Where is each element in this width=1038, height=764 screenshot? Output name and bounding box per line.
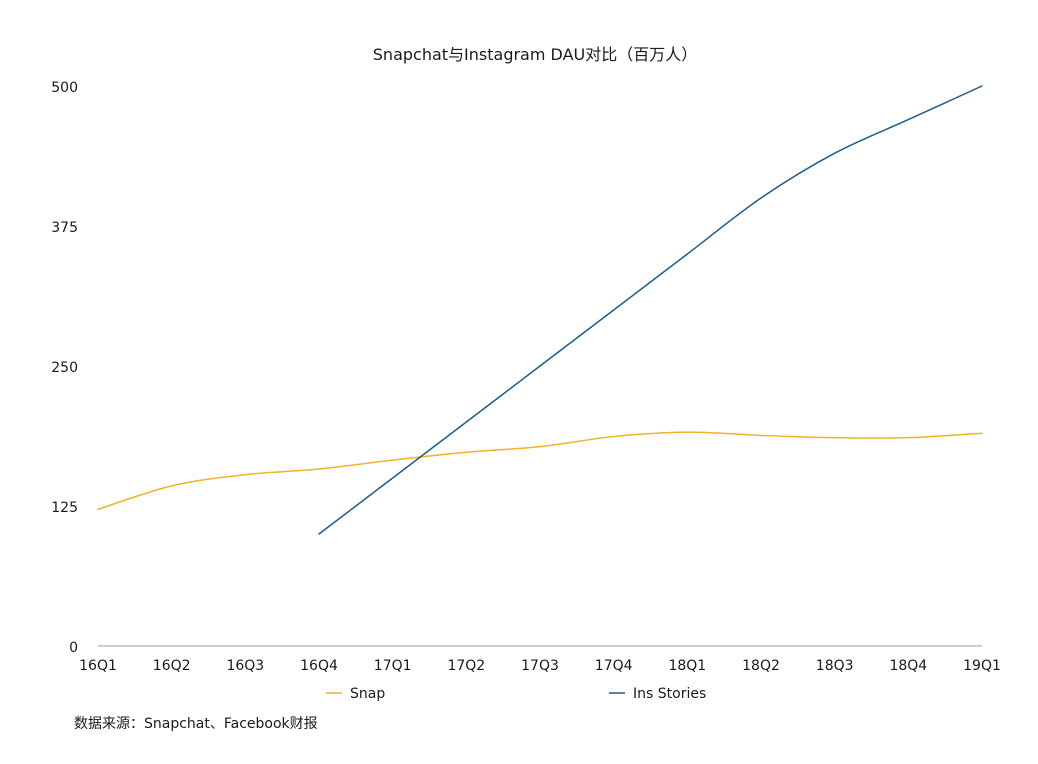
x-tick-label: 17Q3 — [521, 658, 559, 674]
legend-label-snap: Snap — [350, 686, 385, 702]
x-tick-label: 16Q4 — [300, 658, 338, 674]
x-axis-tick-labels: 16Q1 16Q2 16Q3 16Q4 17Q1 17Q2 17Q3 17Q4 … — [79, 658, 1001, 674]
x-tick-label: 18Q1 — [668, 658, 706, 674]
x-tick-label: 18Q4 — [889, 658, 927, 674]
y-tick-label: 500 — [51, 80, 78, 96]
series-line-snap — [97, 431, 983, 511]
y-tick-label: 0 — [69, 640, 78, 656]
x-tick-label: 16Q2 — [153, 658, 191, 674]
x-tick-label: 19Q1 — [963, 658, 1001, 674]
y-tick-label: 125 — [51, 500, 78, 516]
x-tick-label: 17Q1 — [374, 658, 412, 674]
chart-title: Snapchat与Instagram DAU对比（百万人） — [373, 45, 697, 64]
x-tick-label: 18Q3 — [816, 658, 854, 674]
source-note: 数据来源：Snapchat、Facebook财报 — [74, 716, 318, 732]
legend: Snap Ins Stories — [326, 686, 706, 702]
x-tick-label: 17Q4 — [595, 658, 633, 674]
series-line-ins-stories — [318, 85, 983, 535]
x-tick-label: 16Q3 — [226, 658, 264, 674]
x-tick-label: 17Q2 — [447, 658, 485, 674]
y-tick-label: 250 — [51, 360, 78, 376]
y-tick-label: 375 — [51, 220, 78, 236]
legend-label-ins-stories: Ins Stories — [633, 686, 706, 702]
series-lines — [97, 85, 983, 535]
x-tick-label: 18Q2 — [742, 658, 780, 674]
y-axis-tick-labels: 500 375 250 125 0 — [51, 80, 78, 656]
x-tick-label: 16Q1 — [79, 658, 117, 674]
